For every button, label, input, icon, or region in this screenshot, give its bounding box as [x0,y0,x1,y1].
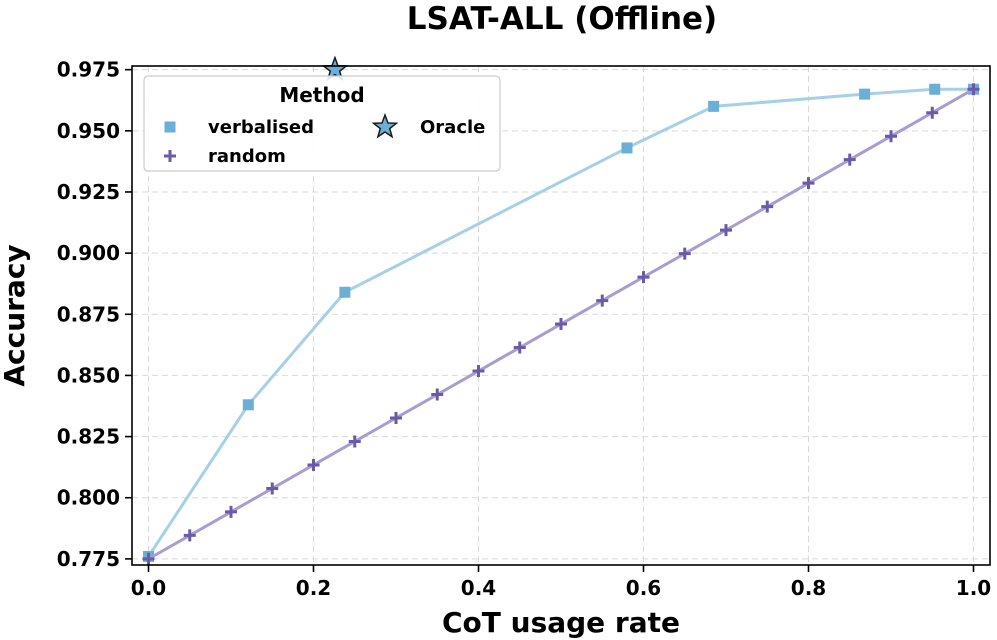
random-point [678,247,691,260]
random-point [390,411,402,424]
legend-title: Method [279,83,364,107]
legend-marker-oracle [371,112,399,139]
legend-marker-random [164,150,176,162]
legend-label-verbalised: verbalised [208,117,314,138]
random-point [431,388,444,401]
y-axis-label: Accuracy [0,244,31,386]
legend-label-random: random [208,146,286,167]
random-point [761,200,774,213]
random-point [266,482,279,495]
verbalised-point [339,286,351,298]
verbalised-line [147,87,974,558]
random-point [926,106,939,119]
random-point [472,365,485,378]
random-point [720,224,732,237]
y-tick-label: 0.975 [57,58,120,82]
random-point [183,529,196,542]
random-point [637,271,650,284]
x-tick-label: 0.8 [791,576,826,600]
legend-marker-verbalised [164,121,176,133]
random-point [596,294,609,307]
y-tick-label: 0.800 [57,486,120,510]
x-tick-label: 0.6 [626,576,661,600]
x-tick-label: 0.4 [461,576,496,600]
random-point [802,177,815,190]
verbalised-point [242,399,254,411]
random-point [142,552,155,565]
y-tick-label: 0.950 [57,119,120,143]
legend-box [143,75,501,172]
y-tick-label: 0.850 [57,363,120,387]
random-point [348,435,361,448]
series-layer [142,55,980,565]
x-tick-label: 0.2 [296,576,331,600]
y-tick-label: 0.875 [57,302,120,326]
legend-label-oracle: Oracle [420,117,485,138]
series-random [142,83,980,565]
random-point [513,341,526,354]
random-point [885,130,897,143]
verbalised-point [929,83,941,95]
y-tick-label: 0.775 [57,547,120,571]
x-axis-label: CoT usage rate [442,606,680,639]
chart-title: LSAT-ALL (Offline) [407,1,717,37]
x-tick-label: 1.0 [956,576,991,600]
x-tick-label: 0.0 [131,576,166,600]
random-point [555,318,567,331]
plot-frame [131,65,991,566]
axis-ticks: 0.0 0.2 0.4 0.6 0.8 1.0 0.775 0.800 0.825 0.850 0.… [57,58,991,600]
y-tick-label: 0.925 [57,180,120,204]
verbalised-point [621,142,633,154]
y-tick-label: 0.900 [57,241,120,265]
y-tick-label: 0.825 [57,425,120,449]
verbalised-point [859,88,871,100]
verbalised-point [708,100,720,112]
random-point [307,458,320,471]
random-point [967,83,980,96]
random-point [843,153,856,166]
legend: Method verbalised random Oracle [143,75,501,172]
random-point [225,505,237,518]
